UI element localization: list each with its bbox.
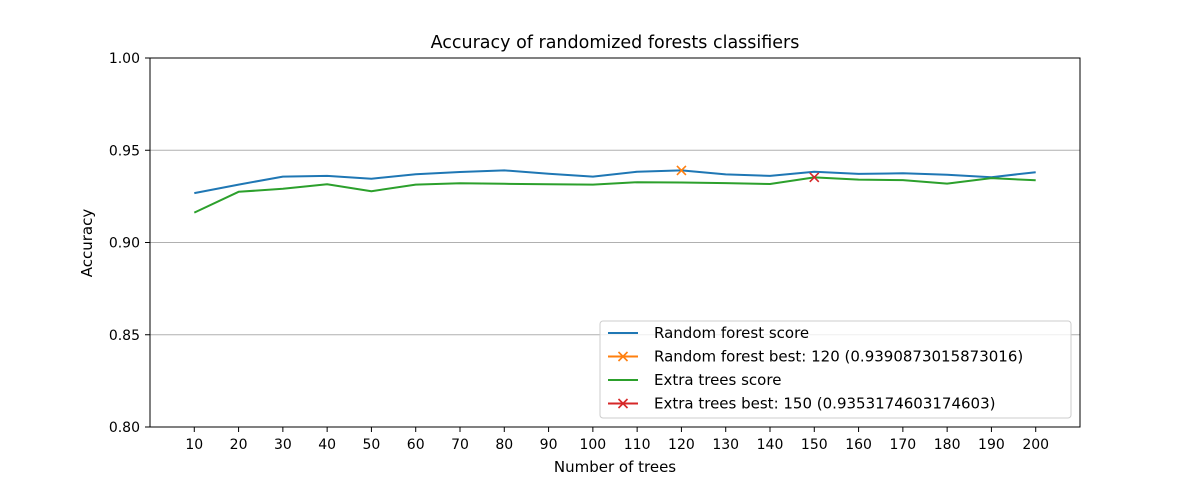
- series-line-1: [193, 176, 1036, 214]
- x-tick-label: 80: [495, 437, 513, 453]
- x-axis: 10 20 30 40 50 60 70 80 90 100 110 120 130 140 150 160 1…: [185, 427, 1049, 453]
- legend-marker-stroke-b: [617, 351, 629, 362]
- x-tick-label: 40: [318, 437, 336, 453]
- legend-item: Extra trees score: [608, 371, 781, 389]
- legend-item: Random forest score: [608, 324, 809, 342]
- legend-label: Random forest score: [654, 324, 809, 342]
- x-tick-label: 20: [230, 437, 248, 453]
- y-tick-label: 0.95: [109, 143, 140, 159]
- x-tick-label: 90: [540, 437, 558, 453]
- chart-title: Accuracy of randomized forests classifie…: [431, 33, 800, 53]
- legend: Random forest score Random forest best: 1…: [599, 320, 1072, 419]
- legend-label: Extra trees score: [654, 371, 781, 389]
- y-axis-label: Accuracy: [78, 209, 96, 278]
- series-line-0: [194, 169, 1036, 195]
- x-tick-label: 60: [407, 437, 425, 453]
- best-markers: [676, 165, 820, 183]
- x-tick-label: 120: [668, 437, 695, 453]
- x-tick-label: 180: [934, 437, 961, 453]
- best-marker-0-stroke-b: [676, 165, 687, 176]
- y-tick-label: 1.00: [109, 51, 140, 67]
- legend-label: Random forest best: 120 (0.9390873015873…: [654, 348, 1023, 366]
- x-tick-label: 170: [889, 437, 916, 453]
- best-marker-1-stroke-b: [809, 172, 820, 183]
- x-tick-label: 190: [978, 437, 1005, 453]
- x-tick-label: 160: [845, 437, 872, 453]
- x-tick-label: 10: [185, 437, 203, 453]
- legend-marker-stroke-b: [617, 398, 629, 409]
- y-axis: 0.80 0.85 0.90 0.95 1.00: [109, 51, 150, 436]
- x-tick-label: 30: [274, 437, 292, 453]
- x-tick-label: 110: [624, 437, 651, 453]
- y-tick-label: 0.85: [109, 328, 140, 344]
- x-axis-label: Number of trees: [554, 458, 676, 476]
- x-tick-label: 130: [712, 437, 739, 453]
- legend-item: Random forest best: 120 (0.9390873015873…: [608, 348, 1023, 366]
- legend-box: [599, 320, 1072, 419]
- x-tick-label: 150: [801, 437, 828, 453]
- series-lines: [193, 169, 1036, 214]
- x-tick-label: 70: [451, 437, 469, 453]
- legend-marker: [617, 398, 629, 409]
- x-tick-label: 140: [757, 437, 784, 453]
- y-tick-label: 0.80: [109, 420, 140, 436]
- best-marker-1: [809, 172, 820, 183]
- x-tick-label: 100: [579, 437, 606, 453]
- y-tick-label: 0.90: [109, 236, 140, 252]
- x-tick-label: 50: [363, 437, 381, 453]
- legend-item: Extra trees best: 150 (0.935317460317460…: [608, 395, 996, 413]
- legend-label: Extra trees best: 150 (0.935317460317460…: [654, 395, 996, 413]
- best-marker-0: [676, 165, 687, 176]
- legend-marker: [617, 351, 629, 362]
- x-tick-label: 200: [1022, 437, 1049, 453]
